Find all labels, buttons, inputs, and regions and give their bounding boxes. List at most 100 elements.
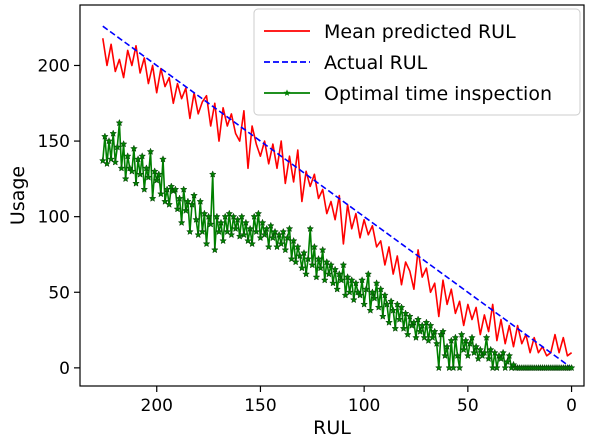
series-optimal-time-inspection-point [356,291,364,299]
y-tick-label: 150 [38,132,70,152]
series-optimal-time-inspection-point [364,270,373,278]
x-tick-label: 0 [566,396,577,416]
series-optimal-time-inspection-point [320,276,329,284]
x-tick-label: 200 [141,396,173,416]
series-optimal-time-inspection-point [223,227,232,236]
series-optimal-time-inspection-point [351,279,360,287]
series-optimal-time-inspection-point [349,295,358,304]
series-optimal-time-inspection-point [242,218,250,227]
series-optimal-time-inspection-point [335,270,344,278]
series-optimal-time-inspection-point [378,312,387,320]
series-optimal-time-inspection-point [246,224,254,233]
series-optimal-time-inspection-point [426,321,435,329]
series-optimal-time-inspection-point [279,227,288,236]
series-optimal-time-inspection-point [202,239,211,248]
series-optimal-time-inspection-point [146,147,155,155]
series-optimal-time-inspection-point [237,212,246,220]
y-tick-label: 100 [38,208,70,228]
series-optimal-time-inspection-point [312,273,321,281]
x-axis-title: RUL [313,417,351,439]
series-actual-rul-line [102,25,573,369]
series-optimal-time-inspection-point [372,279,381,287]
series-mean-predicted-rul-line [102,38,573,357]
x-tick-label: 150 [244,396,276,416]
series-optimal-time-inspection-point [298,264,306,272]
y-tick-label: 0 [59,359,70,379]
series-optimal-time-inspection-point [283,233,292,242]
series-optimal-time-inspection-point [387,297,395,305]
series-optimal-time-inspection-point [370,294,379,302]
series-optimal-time-inspection-point [476,345,485,354]
series-optimal-time-inspection-point [316,264,325,272]
series-optimal-time-inspection-point [329,279,337,287]
series-optimal-time-inspection-point [179,185,188,193]
series-optimal-time-inspection-point [399,324,408,332]
series-optimal-time-inspection-point [376,285,385,293]
series-optimal-time-inspection-point [208,170,217,178]
series-optimal-time-inspection-point [439,327,447,335]
series-optimal-time-inspection-point [401,309,410,317]
series-optimal-time-inspection-point [154,170,163,178]
series-optimal-time-inspection-point [266,221,275,230]
series-optimal-time-inspection-point [123,152,132,160]
series-optimal-time-inspection-point [177,218,186,227]
series-optimal-time-inspection-point [264,242,273,251]
series-optimal-time-inspection-point [493,363,501,372]
series-optimal-time-inspection-point [482,333,491,341]
series-optimal-time-inspection-point [470,348,478,357]
series-optimal-time-inspection-point [181,206,190,214]
series-optimal-time-inspection-point [165,200,174,208]
series-optimal-time-inspection-point [277,239,285,248]
series-optimal-time-inspection-point [121,174,130,183]
series-optimal-time-inspection-point [358,276,366,284]
series-optimal-time-inspection-point [269,233,277,242]
series-optimal-time-inspection-point [389,306,398,314]
series-optimal-time-inspection-point [227,230,236,239]
series-optimal-time-inspection-point [281,245,290,254]
series-optimal-time-inspection-point [567,363,576,372]
series-optimal-time-inspection-point [430,327,439,335]
series-optimal-time-inspection-point [213,212,221,220]
series-optimal-time-inspection-point [422,318,431,326]
series-optimal-time-inspection-point [144,173,153,181]
series-optimal-time-inspection-point [412,333,420,341]
series-optimal-time-inspection-point [258,218,267,227]
series-optimal-time-inspection-point [111,158,120,166]
series-optimal-time-inspection-point [395,315,404,323]
series-optimal-time-inspection-point [414,315,422,323]
series-optimal-time-inspection-point [503,357,512,366]
series-optimal-time-inspection-point [505,351,514,360]
series-optimal-time-inspection-point [322,257,331,266]
series-optimal-time-inspection-point [130,144,138,152]
series-optimal-time-inspection-point [461,336,470,344]
series-optimal-time-inspection-point [142,164,151,172]
legend-label: Optimal time inspection [324,83,552,105]
series-optimal-time-inspection-point [308,260,317,269]
series-optimal-time-inspection-point [451,333,460,341]
series-optimal-time-inspection-point [136,170,145,178]
series-optimal-time-inspection-point [171,185,180,193]
series-optimal-time-inspection-point [196,197,205,205]
series-optimal-time-inspection-point [385,318,393,326]
series-optimal-time-inspection-point [360,300,369,308]
series-optimal-time-inspection-point [499,348,507,357]
series-optimal-time-inspection-point [314,254,323,263]
series-optimal-time-inspection-point [161,197,169,205]
series-optimal-time-inspection-point [215,227,223,236]
series-optimal-time-inspection-point [434,363,443,372]
series-optimal-time-inspection-point [501,363,510,372]
series-optimal-time-inspection-point [293,242,302,251]
series-optimal-time-inspection-point [190,191,198,199]
series-optimal-time-inspection-point [188,200,196,208]
series-layer [98,25,576,372]
y-axis-title: Usage [7,166,29,225]
y-axis: 0 50 100 150 200 [38,56,80,379]
series-optimal-time-inspection-point [132,179,140,187]
legend: Mean predicted RUL Actual RUL Optimal time… [253,8,581,116]
series-optimal-time-inspection-point [287,254,296,263]
series-optimal-time-inspection-point [244,236,252,245]
plot-area [79,4,585,387]
series-optimal-time-inspection-point [105,137,113,145]
series-optimal-time-inspection-point [459,345,468,354]
